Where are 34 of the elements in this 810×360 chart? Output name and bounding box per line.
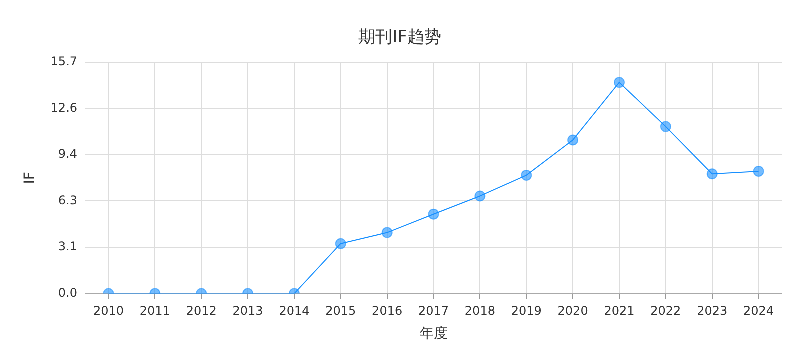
x-tick-label: 2013 [232, 304, 264, 318]
x-tick-label: 2014 [279, 304, 310, 318]
x-tick-label: 2022 [650, 304, 682, 318]
x-tick-label: 2012 [186, 304, 217, 318]
x-tick-label: 2021 [604, 304, 635, 318]
y-tick-label: 0.0 [58, 286, 78, 300]
y-tick-label: 3.1 [58, 240, 78, 254]
y-tick-label: 9.4 [58, 147, 78, 162]
x-tick-label: 2023 [697, 304, 728, 318]
x-tick-label: 2016 [372, 304, 403, 318]
point [428, 208, 440, 220]
x-tick-label: 2015 [326, 304, 356, 318]
point [660, 121, 672, 132]
x-tick-label: 2018 [464, 304, 496, 318]
x-tick-label: 2010 [93, 304, 124, 318]
x-axis-title: 年度 [420, 326, 448, 342]
y-tick-label: 12.6 [50, 100, 78, 115]
x-tick-label: 2020 [558, 304, 588, 318]
point [474, 190, 486, 202]
chart-title: 期刊IF趋势 [358, 28, 442, 48]
point [521, 170, 532, 181]
point [706, 168, 718, 180]
y-tick-label: 15.7 [50, 54, 78, 69]
point [335, 238, 346, 250]
point [382, 227, 393, 238]
x-tick-label: 2017 [418, 304, 450, 318]
x-tick-label: 2019 [511, 304, 542, 318]
point [614, 77, 625, 88]
y-axis-title: IF [22, 172, 38, 184]
point [568, 134, 579, 146]
y-tick-label: 6.3 [58, 193, 78, 208]
point [753, 166, 764, 177]
x-tick-label: 2024 [744, 304, 774, 318]
x-tick-label: 2011 [140, 304, 170, 318]
